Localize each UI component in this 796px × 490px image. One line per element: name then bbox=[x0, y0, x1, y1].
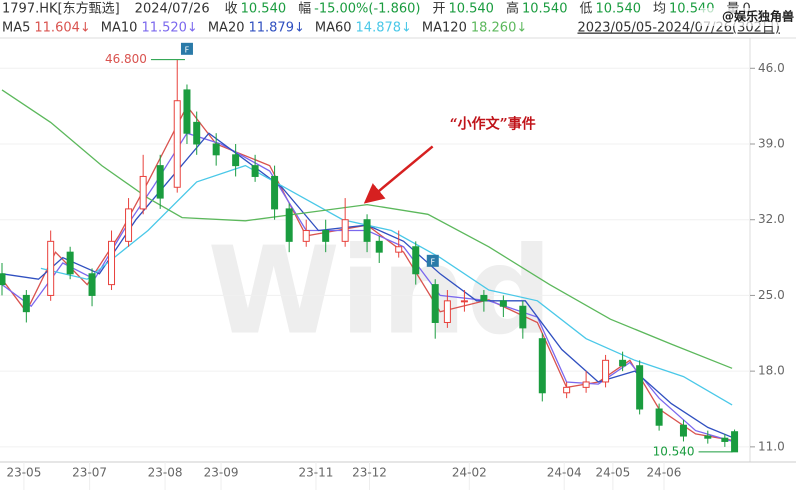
extreme-label: 10.540 bbox=[653, 444, 695, 458]
candle-body bbox=[731, 431, 739, 453]
candle-body bbox=[173, 100, 181, 188]
legend-value: 11.879↓ bbox=[248, 21, 304, 36]
legend-value: 14.878↓ bbox=[356, 21, 412, 36]
x-tick-label: 23-08 bbox=[148, 466, 183, 480]
x-tick-label: 23-07 bbox=[72, 466, 107, 480]
y-tick-label: 25.0 bbox=[758, 288, 785, 302]
legend-value: 18.260↓ bbox=[471, 21, 527, 36]
header-value: 10.540 bbox=[448, 2, 494, 17]
candle-body bbox=[636, 365, 644, 410]
x-tick-label: 23-12 bbox=[352, 466, 387, 480]
legend-name: MA120 bbox=[422, 21, 467, 36]
x-tick-label: 24-04 bbox=[547, 466, 582, 480]
ma-line bbox=[1, 89, 733, 369]
candle-body bbox=[183, 89, 191, 134]
candle-body bbox=[322, 230, 330, 242]
x-tick-label: 23-11 bbox=[299, 466, 334, 480]
candle-body bbox=[251, 165, 259, 177]
candle-body bbox=[679, 424, 687, 437]
watermark-bg bbox=[700, 8, 796, 26]
candle-body bbox=[619, 359, 627, 367]
candle-body bbox=[704, 435, 712, 439]
candle-body bbox=[443, 300, 451, 323]
y-tick-label: 11.0 bbox=[758, 439, 785, 453]
legend-name: MA5 bbox=[2, 21, 30, 36]
candle-body bbox=[499, 300, 507, 307]
marker-label: F bbox=[185, 45, 190, 54]
legend-name: MA10 bbox=[101, 21, 138, 36]
candle-body bbox=[363, 219, 371, 242]
header-label: 1797.HK[东方甄选] bbox=[2, 1, 120, 17]
y-tick-label: 39.0 bbox=[758, 137, 785, 151]
header-label: 收 bbox=[225, 2, 238, 17]
candle-body bbox=[602, 359, 610, 383]
legend-value: 11.604↓ bbox=[34, 21, 90, 36]
candle-body bbox=[480, 294, 488, 302]
header-value: 10.540 bbox=[596, 2, 642, 17]
y-tick-label: 32.0 bbox=[758, 212, 785, 226]
candle-body bbox=[22, 294, 30, 313]
x-tick-label: 24-05 bbox=[595, 466, 630, 480]
header-label: 均 bbox=[653, 2, 666, 17]
x-tick-label: 24-02 bbox=[452, 466, 487, 480]
candle-body bbox=[125, 208, 133, 242]
x-tick-label: 24-06 bbox=[647, 466, 682, 480]
candle-body bbox=[271, 175, 279, 210]
candle-body bbox=[212, 143, 220, 156]
header-label: 低 bbox=[579, 2, 592, 17]
header-value: 10.540 bbox=[522, 2, 568, 17]
candle-body bbox=[156, 165, 164, 199]
candle-body bbox=[139, 175, 147, 210]
marker bbox=[180, 42, 193, 55]
header-label: 开 bbox=[432, 2, 445, 17]
candle-body bbox=[193, 121, 201, 145]
candle-body bbox=[395, 246, 403, 253]
legend-name: MA60 bbox=[315, 21, 352, 36]
candle-body bbox=[108, 240, 116, 286]
header-value: -15.00%(-1.860) bbox=[314, 2, 420, 17]
header-value: 10.540 bbox=[241, 2, 287, 17]
annotation-arrow bbox=[363, 145, 434, 204]
candle-body bbox=[66, 251, 74, 275]
candle-body bbox=[563, 386, 571, 394]
header-label: 2024/07/26 bbox=[135, 2, 210, 17]
header-label: 幅 bbox=[298, 2, 311, 17]
candle-body bbox=[88, 273, 96, 296]
candle-body bbox=[232, 154, 240, 167]
candle-body bbox=[519, 305, 527, 329]
legend-name: MA20 bbox=[208, 21, 245, 36]
candle-body bbox=[582, 381, 590, 388]
x-tick-label: 23-09 bbox=[204, 466, 239, 480]
y-tick-label: 18.0 bbox=[758, 364, 785, 378]
marker-label: F bbox=[430, 257, 435, 266]
candle-body bbox=[341, 219, 349, 242]
candle-body bbox=[538, 338, 546, 394]
annotation-text: “小作文”事件 bbox=[450, 115, 536, 132]
candle-body bbox=[721, 437, 729, 442]
extreme-label: 46.800 bbox=[105, 52, 147, 66]
candle-body bbox=[412, 246, 420, 275]
candle-body bbox=[460, 300, 468, 303]
ma-line bbox=[40, 164, 733, 406]
x-tick-label: 23-05 bbox=[6, 466, 41, 480]
candle-body bbox=[375, 240, 383, 253]
legend-value: 11.520↓ bbox=[141, 21, 197, 36]
candle-body bbox=[0, 273, 6, 286]
y-tick-label: 46.0 bbox=[758, 61, 785, 75]
candle-body bbox=[431, 284, 439, 323]
candle-body bbox=[302, 230, 310, 242]
header-label: 高 bbox=[506, 1, 519, 17]
candle-body bbox=[285, 208, 293, 242]
marker bbox=[426, 254, 439, 267]
candle-body bbox=[47, 240, 55, 296]
candle-body bbox=[655, 408, 663, 426]
header-watermark: @娱乐独角兽 bbox=[722, 9, 794, 24]
